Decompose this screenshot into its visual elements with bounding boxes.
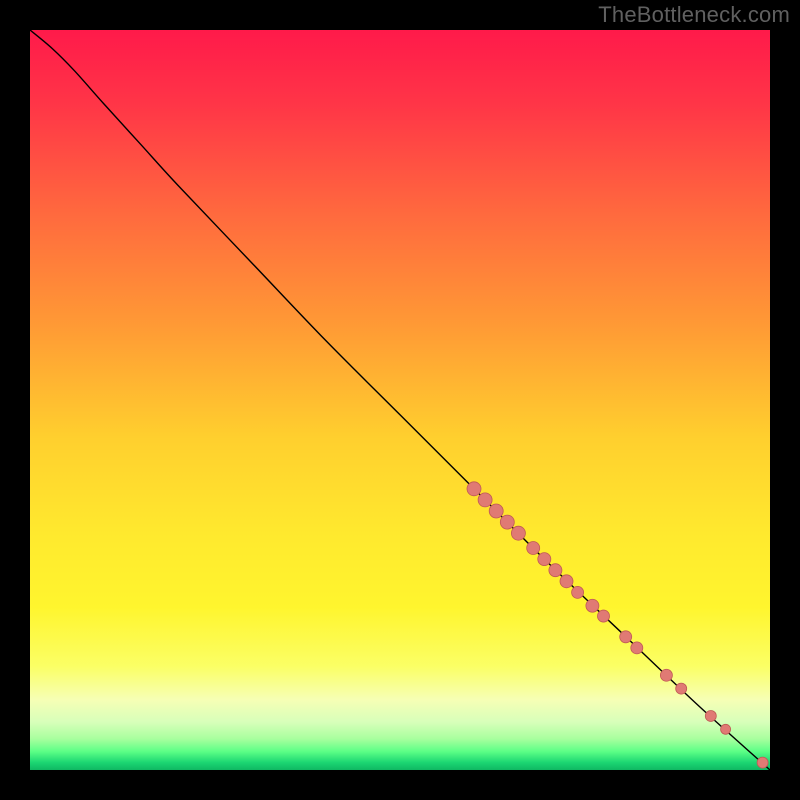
- plot-area: [30, 30, 770, 770]
- data-marker: [527, 542, 540, 555]
- plot-background: [30, 30, 770, 770]
- data-marker: [676, 683, 687, 694]
- data-marker: [631, 642, 643, 654]
- data-marker: [560, 575, 573, 588]
- data-marker: [538, 553, 551, 566]
- data-marker: [757, 757, 768, 768]
- data-marker: [478, 493, 492, 507]
- data-marker: [500, 515, 514, 529]
- data-marker: [620, 631, 632, 643]
- data-marker: [489, 504, 503, 518]
- watermark-label: TheBottleneck.com: [598, 2, 790, 28]
- data-marker: [705, 710, 716, 721]
- data-marker: [549, 564, 562, 577]
- data-marker: [572, 586, 584, 598]
- data-marker: [467, 482, 481, 496]
- data-marker: [511, 526, 525, 540]
- chart-svg: [30, 30, 770, 770]
- data-marker: [721, 724, 731, 734]
- data-marker: [598, 610, 610, 622]
- data-marker: [586, 599, 599, 612]
- chart-canvas: TheBottleneck.com: [0, 0, 800, 800]
- data-marker: [660, 669, 672, 681]
